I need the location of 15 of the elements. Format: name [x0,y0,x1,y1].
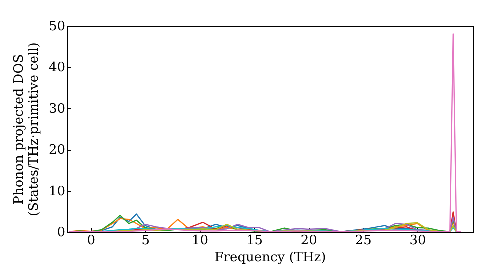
y-tick-label: 10 [48,184,66,200]
x-tick-label: 0 [87,234,96,248]
y-tick-label: 50 [48,20,66,34]
y-axis-title: Phonon projected DOS (States/THz·primitive cell) [12,42,42,217]
x-tick-label: 20 [300,234,318,248]
y-tick-label: 40 [48,60,66,76]
line-series [68,34,462,232]
y-tick-label: 20 [48,143,66,158]
y-tick-label: 30 [48,102,66,117]
x-tick-label: 30 [410,234,426,248]
x-tick-label: 25 [355,234,372,248]
x-tick-label: 15 [246,234,263,248]
x-tick-label: 10 [192,234,209,248]
x-axis-title: Frequency (THz) [214,250,326,266]
x-tick-label: 5 [142,234,150,248]
